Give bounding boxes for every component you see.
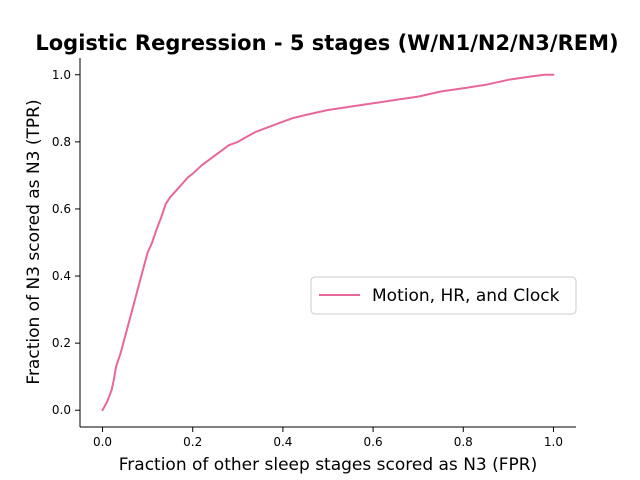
- x-tick-label: 0.4: [273, 435, 292, 449]
- y-ticks: 0.0 0.2 0.4 0.6 0.8 1.0: [52, 68, 80, 417]
- x-ticks: 0.0 0.2 0.4 0.6 0.8 1.0: [93, 427, 563, 449]
- x-tick-label: 0.2: [183, 435, 202, 449]
- y-axis-label: Fraction of N3 scored as N3 (TPR): [24, 99, 44, 384]
- x-tick-label: 0.8: [454, 435, 473, 449]
- y-tick-label: 0.8: [52, 135, 71, 149]
- legend-box: [310, 276, 577, 315]
- axes: [79, 58, 576, 428]
- x-tick-label: 1.0: [544, 435, 563, 449]
- y-tick-label: 0.6: [52, 202, 71, 216]
- y-tick-label: 1.0: [52, 68, 71, 82]
- x-tick-label: 0.0: [93, 435, 112, 449]
- x-axis-label: Fraction of other sleep stages scored as…: [119, 455, 537, 475]
- x-tick-label: 0.6: [364, 435, 383, 449]
- y-tick-label: 0.2: [52, 336, 71, 350]
- chart-title: Logistic Regression - 5 stages (W/N1/N2/…: [35, 31, 618, 55]
- y-tick-label: 0.4: [52, 269, 71, 283]
- legend: Motion, HR, and Clock: [310, 276, 577, 315]
- series-line-motion-hr-clock: [101, 73, 555, 412]
- y-tick-label: 0.0: [52, 403, 71, 417]
- legend-label: Motion, HR, and Clock: [372, 286, 560, 306]
